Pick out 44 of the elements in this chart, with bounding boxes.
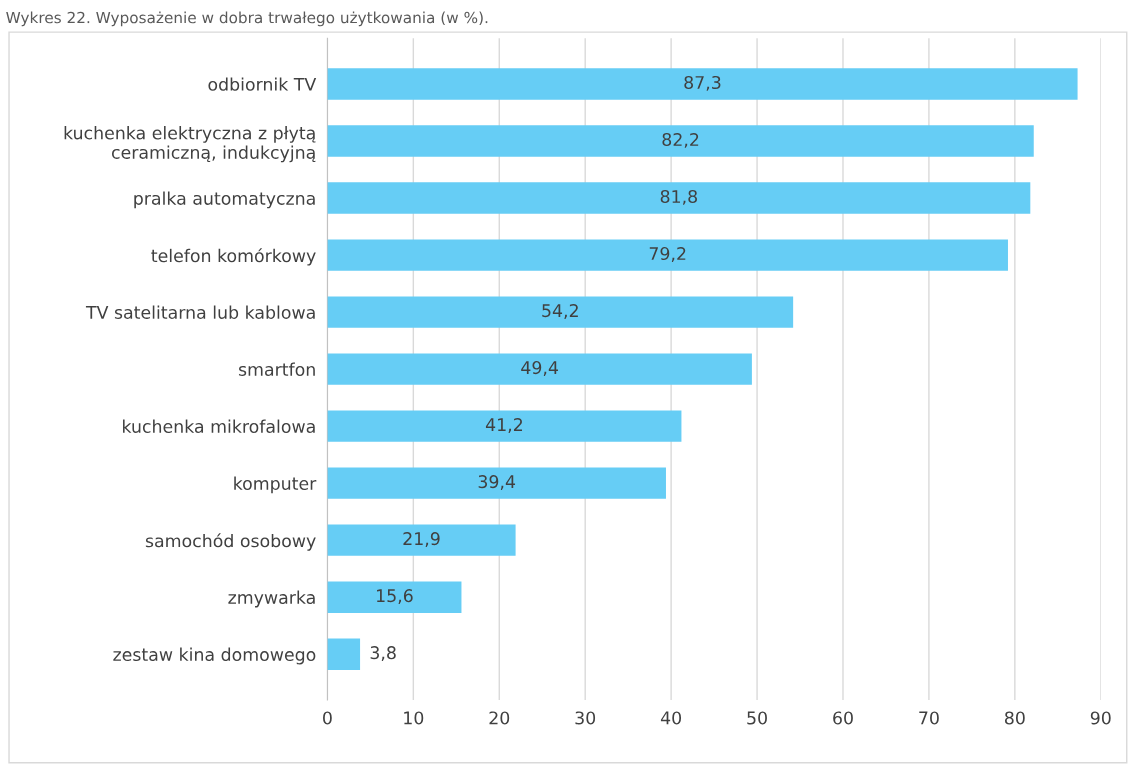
x-tick-label: 50 [747,711,767,725]
bar [327,638,361,670]
bar [327,581,462,613]
x-tick-label: 80 [1004,711,1025,725]
bar [327,68,1078,100]
y-tick-label: pralka automatyczna [134,191,315,209]
data-label: 54,2 [542,304,578,319]
bar [327,524,516,556]
x-tick-label: 90 [1090,711,1111,725]
data-label: 79,2 [649,246,686,262]
data-label: 39,4 [478,475,516,490]
data-label: 15,6 [377,589,413,604]
x-tick-label: 30 [575,711,596,725]
y-tick-label: samochód osobowy [145,533,316,551]
y-tick-label: komputer [234,476,317,494]
bar [327,353,752,385]
bar [327,239,1008,271]
x-tick-label: 20 [489,711,510,725]
bar [327,410,682,442]
data-label: 81,8 [660,189,697,205]
y-tick-label: zestaw kina domowego [113,647,316,665]
y-tick-label: telefon komórkowy [151,248,316,266]
data-label: 87,3 [684,75,721,91]
x-tick-label: 10 [404,711,424,725]
data-label: 49,4 [521,361,559,376]
bar [327,125,1034,157]
data-label: 82,2 [662,132,699,148]
y-tick-label: kuchenka elektryczna z płytą ceramiczną, indukcyjną [64,126,316,163]
y-tick-label: kuchenka mikrofalowa [123,419,315,433]
data-label: 41,2 [485,418,523,433]
bar [327,296,794,328]
y-tick-label: TV satelitarna lub kablowa [85,305,315,319]
x-tick-label: 0 [323,711,332,725]
y-tick-label: zmywarka [228,590,315,608]
x-tick-label: 70 [919,711,939,725]
y-tick-label: smartfon [238,362,315,376]
chart-title: Wykres 22. Wyposażenie w dobra trwałego użytkowania (w %). [6,11,488,27]
bar [327,467,666,499]
x-tick-label: 60 [833,711,853,725]
y-tick-label: odbiornik TV [208,77,317,91]
bar [327,182,1031,214]
data-label: 21,9 [403,532,440,547]
x-tick-label: 40 [660,711,682,725]
data-label: 3,8 [370,646,396,662]
